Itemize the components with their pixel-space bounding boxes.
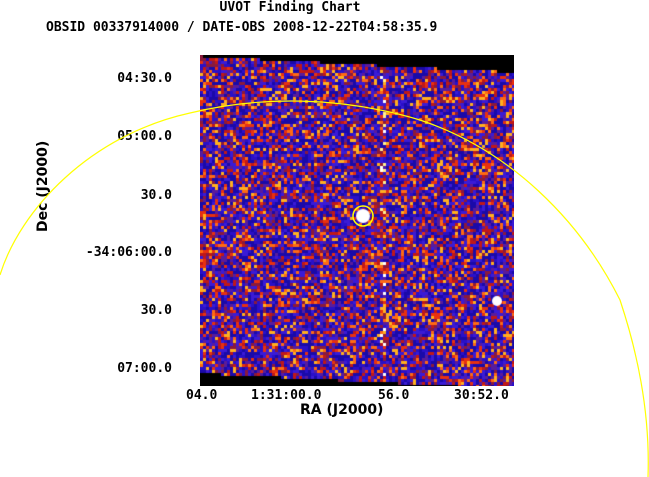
ra-tick-label: 30:52.0: [454, 388, 509, 403]
y-axis-label: Dec (J2000): [35, 140, 51, 232]
dec-tick-label: -34:06:00.0: [85, 245, 172, 260]
dec-tick-label: 04:30.0: [117, 71, 172, 86]
sky-image: [200, 55, 514, 386]
ra-tick-label: 56.0: [378, 388, 410, 403]
dec-tick-label: 30.0: [140, 303, 172, 318]
ra-tick-label: 1:31:00.0: [251, 388, 322, 403]
dec-tick-label: 30.0: [140, 188, 172, 203]
dec-tick-label: 05:00.0: [117, 129, 172, 144]
x-axis-label: RA (J2000): [300, 402, 384, 418]
chart-subtitle: OBSID 00337914000 / DATE-OBS 2008-12-22T…: [46, 20, 438, 35]
sky-image-canvas: [200, 55, 514, 386]
dec-tick-label: 07:00.0: [117, 361, 172, 376]
ra-tick-label: 04.0: [186, 388, 218, 403]
chart-title: UVOT Finding Chart: [219, 0, 361, 15]
